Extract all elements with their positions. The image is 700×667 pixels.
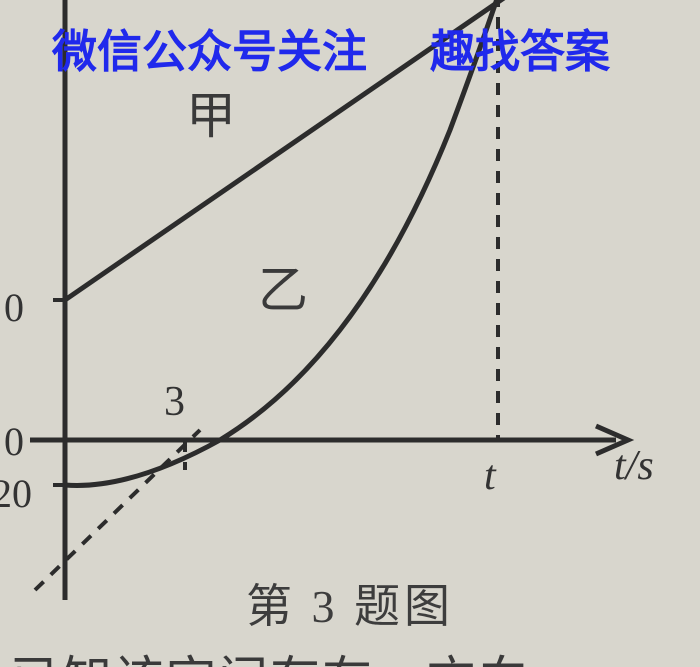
- chart-svg: [0, 0, 700, 667]
- footer-fragment: 已知该空间存在一方向: [10, 640, 700, 667]
- ytick-upper: 0: [4, 284, 24, 331]
- x-axis-label: t/s: [614, 442, 654, 490]
- label-yi: 乙: [258, 250, 308, 322]
- ytick-zero: 0: [4, 418, 24, 465]
- dash-tangent: [35, 430, 200, 590]
- watermark-left: 微信公众号关注: [52, 15, 367, 80]
- xtick-t: t: [484, 452, 496, 500]
- chart-stage: 0 0 20 3 t t/s 甲 乙 微信公众号关注 趣找答案 第 3 题图 已…: [0, 0, 700, 667]
- watermark-right: 趣找答案: [430, 15, 610, 80]
- label-jia: 甲: [186, 76, 236, 148]
- figure-caption: 第 3 题图: [0, 570, 700, 636]
- ytick-neg: 20: [0, 470, 32, 517]
- xtick-3: 3: [164, 378, 185, 426]
